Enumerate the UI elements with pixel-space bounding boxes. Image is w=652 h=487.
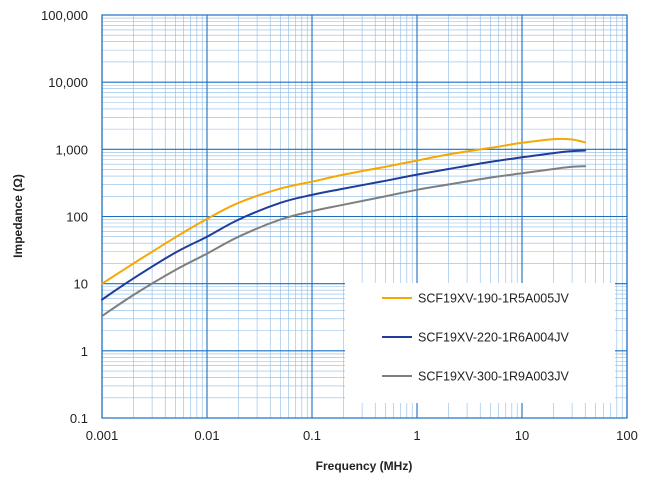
y-tick-label: 1,000 [55, 142, 88, 157]
y-axis-title: Impedance (Ω) [11, 174, 25, 258]
plot-border [101, 14, 628, 419]
legend-label-2: SCF19XV-220-1R6A004JV [418, 331, 569, 345]
y-tick-label: 100 [66, 210, 88, 225]
legend: SCF19XV-190-1R5A005JV SCF19XV-220-1R6A004… [345, 283, 615, 403]
x-tick-label: 1 [413, 428, 420, 443]
x-tick-label: 100 [616, 428, 638, 443]
series-line-3 [101, 165, 587, 317]
y-tick-label: 0.1 [70, 411, 88, 426]
x-tick-label: 0.1 [303, 428, 321, 443]
y-tick-label: 10 [74, 277, 88, 292]
x-axis-title: Frequency (MHz) [316, 459, 413, 473]
series-line-1 [101, 137, 587, 285]
x-tick-label: 10 [515, 428, 529, 443]
series-line-2 [101, 149, 587, 301]
y-tick-label: 10,000 [48, 75, 88, 90]
legend-label-3: SCF19XV-300-1R9A003JV [418, 370, 569, 384]
y-tick-label: 100,000 [41, 8, 88, 23]
x-tick-label: 0.001 [86, 428, 119, 443]
y-tick-labels: 0.1 1 10 100 1,000 10,000 100,000 [41, 8, 88, 426]
legend-label-1: SCF19XV-190-1R5A005JV [418, 292, 569, 306]
x-tick-label: 0.01 [194, 428, 219, 443]
y-tick-label: 1 [81, 344, 88, 359]
x-tick-labels: 0.001 0.01 0.1 1 10 100 [86, 428, 638, 443]
legend-background [345, 283, 615, 403]
series-lines [101, 137, 587, 317]
